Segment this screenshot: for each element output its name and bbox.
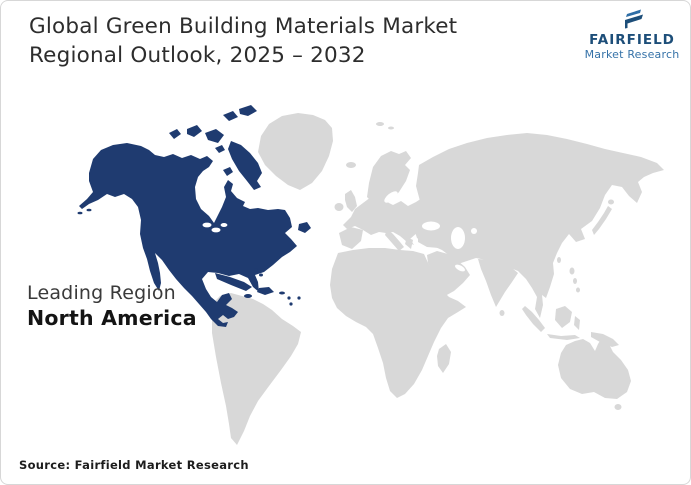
- leading-region-block: Leading Region North America: [27, 282, 197, 330]
- north-america-aleutian-2: [77, 211, 83, 215]
- landmass-sumatra: [522, 306, 545, 332]
- north-america-banks-island: [187, 125, 202, 137]
- fairfield-flag-icon: [625, 9, 643, 29]
- north-america-ellesmere-island: [239, 105, 257, 116]
- landmass-borneo: [555, 306, 572, 328]
- north-america-hispaniola: [257, 287, 274, 295]
- landmass-europe: [343, 191, 432, 245]
- landmass-philippines-2: [573, 278, 577, 284]
- title-line-1: Global Green Building Materials Market: [29, 14, 458, 39]
- landmass-britain: [345, 190, 357, 212]
- aral-sea: [471, 228, 477, 234]
- north-america-mainland: [79, 143, 297, 327]
- leading-region-value: North America: [27, 306, 197, 330]
- landmass-philippines-3: [576, 287, 580, 293]
- logo-tagline: Market Research: [584, 48, 680, 61]
- landmass-hokkaido: [608, 199, 614, 205]
- north-america-southampton-island: [223, 167, 233, 176]
- great-lake-2: [211, 227, 221, 233]
- source-note: Source: Fairfield Market Research: [19, 458, 249, 472]
- landmass-svalbard-2: [388, 126, 394, 130]
- flag-bottom-stripe: [625, 14, 643, 24]
- flag-mast: [625, 20, 628, 29]
- landmass-sri-lanka: [499, 310, 505, 316]
- north-america-jamaica: [244, 294, 252, 298]
- landmass-greece: [405, 237, 413, 249]
- north-america-cuba: [215, 273, 252, 291]
- leading-region-label: Leading Region: [27, 282, 176, 304]
- landmass-tasmania: [614, 404, 622, 410]
- region-north-america: [77, 105, 311, 327]
- landmass-java: [547, 334, 580, 340]
- north-america-newfoundland: [298, 222, 311, 233]
- north-america-antilles-2: [289, 302, 293, 306]
- landmass-philippines-1: [569, 267, 575, 275]
- great-lake-3: [220, 223, 228, 227]
- north-america-aleutian-1: [86, 208, 92, 212]
- north-america-arctic-islet-2: [215, 145, 225, 153]
- north-america-antilles-1: [287, 296, 291, 300]
- persian-gulf: [455, 264, 465, 272]
- landmass-taiwan: [557, 257, 561, 263]
- landmass-africa: [330, 248, 466, 398]
- title-line-2: Regional Outlook, 2025 – 2032: [29, 43, 366, 69]
- logo-wordmark: FAIRFIELD: [589, 32, 675, 48]
- landmass-iberia: [339, 227, 363, 249]
- black-sea: [422, 221, 440, 231]
- flag-top-stripe: [626, 9, 641, 17]
- north-america-baffin-island: [228, 141, 262, 190]
- landmass-australia: [558, 336, 631, 399]
- north-america-devon-island: [223, 111, 238, 121]
- landmass-svalbard: [376, 122, 384, 126]
- north-america-bahamas-2: [259, 273, 263, 277]
- landmass-sulawesi: [574, 316, 580, 330]
- page-title: Global Green Building Materials Market R…: [29, 12, 549, 70]
- landmass-italy: [385, 229, 404, 251]
- world-landmass: [212, 113, 664, 445]
- landmass-iceland: [346, 162, 356, 168]
- landmass-india: [478, 259, 518, 307]
- north-america-puerto-rico: [279, 291, 285, 295]
- north-america-bahamas-1: [254, 268, 258, 272]
- landmass-south-america: [212, 293, 301, 445]
- landmass-greenland: [258, 113, 333, 190]
- north-america-arctic-islet-1: [169, 129, 181, 139]
- caspian-sea: [451, 227, 465, 249]
- north-america-antilles-3: [297, 296, 301, 300]
- landmass-madagascar: [437, 344, 451, 373]
- great-lake-1: [202, 222, 212, 228]
- baltic-sea: [384, 191, 398, 203]
- north-america-victoria-island: [205, 129, 224, 143]
- landmass-asia: [414, 133, 664, 318]
- water-overlays: [202, 191, 477, 272]
- landmass-japan: [592, 206, 612, 235]
- landmass-ireland: [334, 203, 344, 211]
- fairfield-logo: FAIRFIELD Market Research: [580, 7, 684, 61]
- landmass-scandinavia: [367, 151, 411, 206]
